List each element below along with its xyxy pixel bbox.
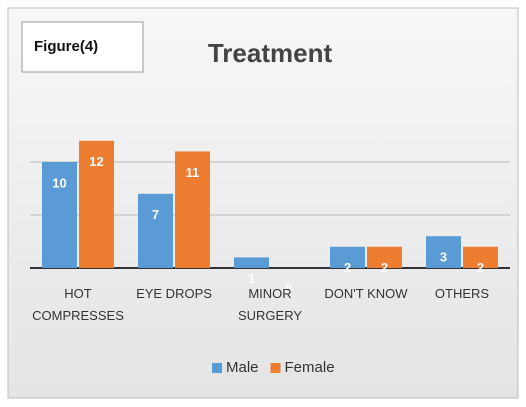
bar — [367, 246, 402, 268]
x-tick-label: OTHERS — [434, 286, 490, 301]
data-label: 2 — [381, 260, 388, 275]
bar — [426, 236, 461, 268]
bar — [42, 162, 77, 268]
x-tick-label: HOT COMPRESSES — [32, 286, 124, 323]
legend-label: Female — [285, 359, 335, 376]
data-label: 2 — [344, 260, 351, 275]
figure-label: Figure(4) — [34, 38, 98, 55]
bar — [175, 151, 210, 268]
chart-title: Treatment — [208, 38, 333, 68]
legend-swatch — [270, 363, 281, 373]
data-label: 3 — [440, 250, 447, 265]
x-tick-label: MINOR SURGERY — [237, 286, 303, 323]
x-tick-label: EYE DROPS — [136, 286, 212, 301]
data-label: 11 — [186, 165, 200, 180]
bar — [234, 257, 269, 268]
figure-box — [21, 21, 144, 73]
data-label: 7 — [152, 207, 159, 222]
data-label: 1 — [248, 271, 255, 286]
x-tick-label: DON'T KNOW — [324, 286, 408, 301]
bar — [330, 246, 365, 268]
bar — [138, 193, 173, 268]
bar — [463, 246, 498, 268]
legend-swatch — [212, 363, 222, 373]
bar — [79, 140, 114, 268]
data-label: 10 — [52, 175, 66, 190]
data-label: 12 — [89, 154, 103, 169]
data-label: 0 — [285, 281, 292, 296]
data-label: 2 — [477, 260, 484, 275]
legend-label: Male — [226, 359, 259, 376]
